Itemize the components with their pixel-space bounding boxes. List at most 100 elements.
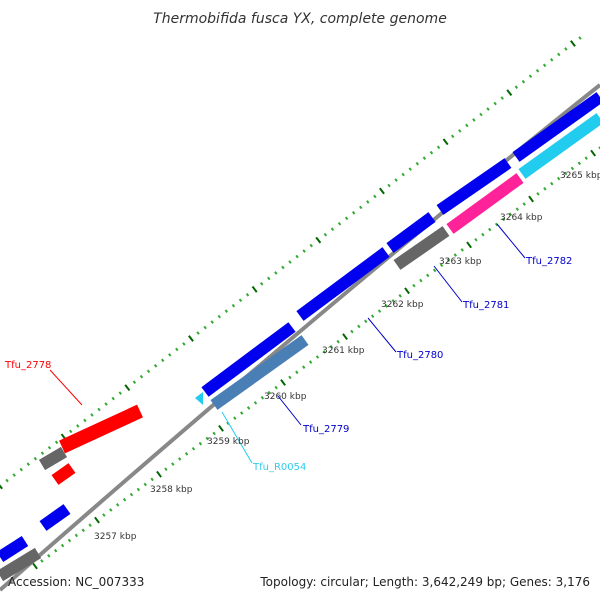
tick-major [590, 149, 596, 157]
tick-minor [295, 370, 299, 375]
tick-minor [288, 260, 292, 264]
tick-minor [245, 292, 250, 297]
tick-minor [191, 446, 196, 451]
tick-minor [578, 36, 582, 40]
tick-minor [76, 424, 80, 428]
tick-minor [111, 396, 115, 401]
tick-minor [259, 282, 264, 286]
tick-minor [12, 473, 16, 477]
tick-major [528, 195, 534, 203]
tick-minor [336, 339, 340, 344]
tick-minor [366, 200, 370, 204]
tick-minor [535, 68, 540, 73]
callout-tfu-2779 [277, 395, 302, 426]
tick-minor [115, 503, 120, 507]
tick-minor [439, 263, 444, 268]
tick-minor [415, 161, 420, 166]
tick-minor [26, 462, 31, 466]
tick-minor [330, 227, 335, 232]
scale-label: 3257 kbp [94, 532, 137, 542]
callout-tfu-2780 [367, 317, 397, 353]
gene-label-tfu-2782[interactable]: Tfu_2782 [525, 256, 572, 267]
tick-minor [90, 413, 94, 417]
tick-minor [302, 249, 306, 253]
callout-tfu-r0054 [221, 411, 253, 464]
tick-minor [584, 156, 588, 160]
tick-minor [160, 358, 165, 363]
tick-minor [521, 79, 526, 84]
tick-minor [109, 508, 113, 512]
tick-major [569, 40, 576, 47]
gene-label-tfu-2778[interactable]: Tfu_2778 [4, 360, 51, 371]
tick-minor [132, 380, 137, 384]
tick-minor [260, 395, 265, 400]
tick-minor [267, 390, 271, 395]
tick-minor [146, 369, 151, 374]
tick-minor [550, 181, 554, 186]
tick-minor [422, 156, 427, 160]
tick-minor [175, 347, 179, 352]
tick-minor [40, 559, 44, 563]
tick-minor [203, 325, 207, 330]
tick-minor [528, 74, 533, 79]
tick-minor [253, 401, 258, 405]
tick-minor [168, 353, 172, 357]
tick-major [251, 285, 258, 293]
gene-label-tfu-2780[interactable]: Tfu_2780 [396, 350, 443, 361]
tick-minor [387, 183, 391, 188]
tick-major [124, 384, 131, 392]
tick-minor [139, 374, 144, 379]
callout-tfu-2782 [496, 223, 526, 259]
tick-minor [205, 436, 209, 441]
scale-label: 3264 kbp [500, 213, 543, 223]
gene-label-tfu-r0054[interactable]: Tfu_R0054 [252, 462, 306, 473]
tick-minor [515, 207, 520, 211]
tick-minor [465, 123, 469, 128]
tick-minor [198, 441, 203, 446]
tick-minor [5, 478, 9, 483]
tick-minor [364, 319, 368, 324]
tick-minor [508, 212, 513, 217]
gene-pink-bar [446, 173, 524, 234]
gene-blue-edge-bar [0, 535, 29, 563]
tick-minor [486, 107, 490, 111]
gene-blue-small-bar [39, 504, 71, 531]
tick-major [379, 187, 385, 195]
scale-labels: 3257 kbp 3258 kbp 3259 kbp 3260 kbp 3261… [94, 171, 600, 542]
tick-minor [377, 309, 382, 313]
tick-minor [177, 457, 182, 461]
gene-tfu-2781-upper-bar [386, 212, 436, 253]
tick-minor [394, 178, 398, 182]
tick-minor [122, 497, 127, 502]
tick-major [218, 424, 224, 432]
tick-minor [460, 248, 464, 252]
tick-minor [171, 462, 175, 466]
tick-major [506, 89, 513, 97]
tick-minor [224, 309, 229, 313]
tick-minor [436, 145, 441, 150]
tick-minor [97, 407, 101, 412]
tick-major [466, 241, 472, 249]
tick-minor [514, 85, 519, 89]
tick-minor [536, 192, 540, 196]
tick-minor [543, 186, 547, 191]
tick-minor [412, 283, 416, 288]
tick-minor [481, 232, 485, 237]
tick-minor [40, 451, 45, 456]
gene-red-small-bar [51, 463, 76, 485]
tick-minor [102, 513, 106, 517]
tick-minor [322, 350, 327, 354]
tick-minor [288, 375, 292, 380]
tick-minor [233, 416, 237, 420]
tick-minor [81, 528, 85, 533]
gene-label-tfu-2779[interactable]: Tfu_2779 [302, 424, 349, 435]
tick-minor [357, 324, 361, 329]
tick-minor [83, 418, 87, 423]
tick-minor [267, 276, 271, 281]
tick-minor [570, 166, 575, 171]
scale-label: 3259 kbp [207, 437, 250, 447]
tick-minor [47, 554, 51, 558]
gene-label-tfu-2781[interactable]: Tfu_2781 [462, 300, 509, 311]
callout-tfu-2778 [49, 369, 83, 406]
